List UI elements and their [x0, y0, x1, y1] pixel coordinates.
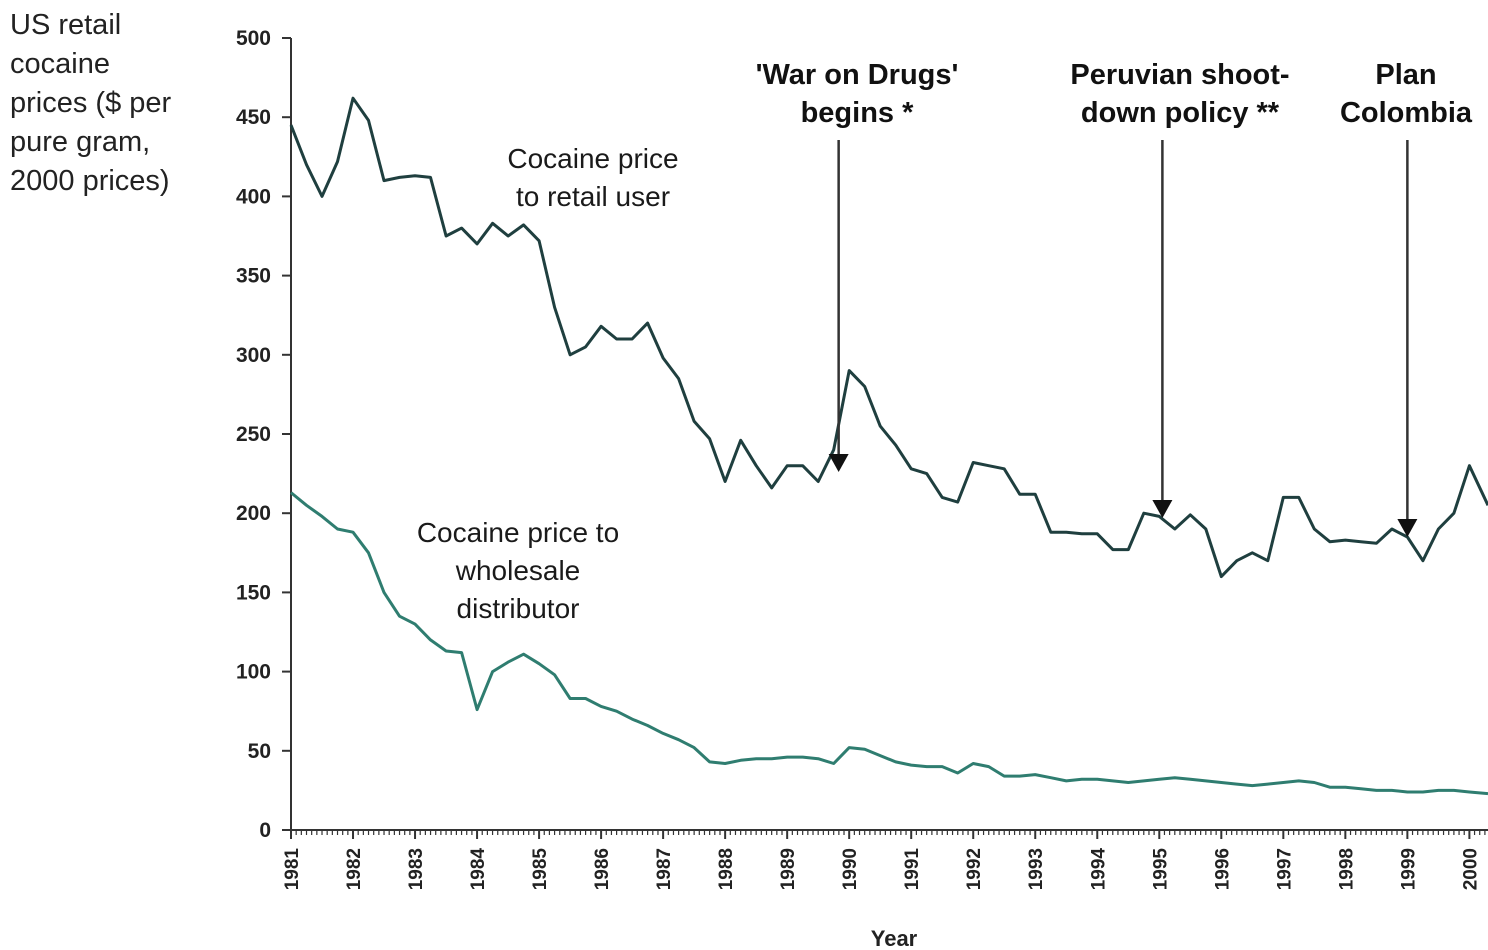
y-tick-labels: 0 50 100 150 200 250 300 350 400 450 500 — [236, 27, 271, 842]
x-tick-label: 1988 — [716, 848, 737, 890]
y-tick-label: 450 — [236, 106, 271, 129]
wholesale-series-label: Cocaine price to wholesale distributor — [416, 517, 620, 624]
x-tick-labels: 1981 1982 1983 1984 1985 1986 1987 1988 1989 1990… — [282, 848, 1481, 891]
event-label-plan-colombia: Plan Colombia — [1339, 59, 1473, 129]
x-tick-label: 1992 — [964, 848, 985, 890]
x-tick-label: 1982 — [344, 848, 365, 890]
y-tick-label: 350 — [236, 265, 271, 288]
series-layer — [289, 96, 1488, 796]
x-tick-label: 1987 — [654, 848, 675, 890]
y-axis-title: US retail cocaine prices ($ per pure gra… — [10, 9, 172, 197]
x-tick-label: 1993 — [1026, 848, 1047, 890]
y-tick-label: 400 — [236, 185, 271, 208]
y-tick-label: 300 — [236, 344, 271, 367]
x-tick-label: 1984 — [468, 848, 489, 891]
x-tick-label: 1999 — [1398, 848, 1419, 890]
x-axis-title: Year — [871, 926, 918, 950]
event-markers — [828, 140, 1418, 537]
event-arrow-head-1 — [1152, 499, 1173, 518]
event-label-war-on-drugs: 'War on Drugs' begins * — [755, 59, 959, 129]
x-tick-label: 1991 — [902, 848, 923, 891]
x-tick-label: 1990 — [840, 848, 861, 890]
x-tick-label: 1989 — [778, 848, 799, 890]
y-tick-label: 200 — [236, 502, 271, 525]
event-label-peruvian-policy: Peruvian shoot- down policy ** — [1070, 59, 1290, 129]
x-tick-label: 1998 — [1336, 848, 1357, 890]
y-tick-label: 50 — [248, 740, 271, 763]
x-tick-label: 1994 — [1088, 848, 1109, 891]
x-tick-label: 1985 — [530, 848, 551, 891]
y-tick-label: 100 — [236, 661, 271, 684]
y-tick-label: 0 — [259, 819, 271, 842]
x-tick-label: 1997 — [1274, 848, 1295, 890]
x-tick-label: 1981 — [282, 848, 303, 891]
y-tick-label: 150 — [236, 581, 271, 604]
x-tick-label: 1995 — [1150, 848, 1171, 891]
retail-price-line — [289, 96, 1488, 579]
y-tick-label: 250 — [236, 423, 271, 446]
y-tick-label: 500 — [236, 27, 271, 50]
event-arrow-head-0 — [828, 454, 849, 473]
x-tick-label: 1996 — [1212, 848, 1233, 890]
retail-series-label: Cocaine price to retail user — [507, 143, 679, 212]
x-tick-label: 1983 — [406, 848, 427, 890]
x-tick-label: 2000 — [1460, 848, 1481, 890]
x-tick-label: 1986 — [592, 848, 613, 890]
wholesale-price-line — [290, 491, 1488, 796]
axis-ticks — [282, 37, 1486, 839]
event-arrow-head-2 — [1397, 518, 1418, 537]
